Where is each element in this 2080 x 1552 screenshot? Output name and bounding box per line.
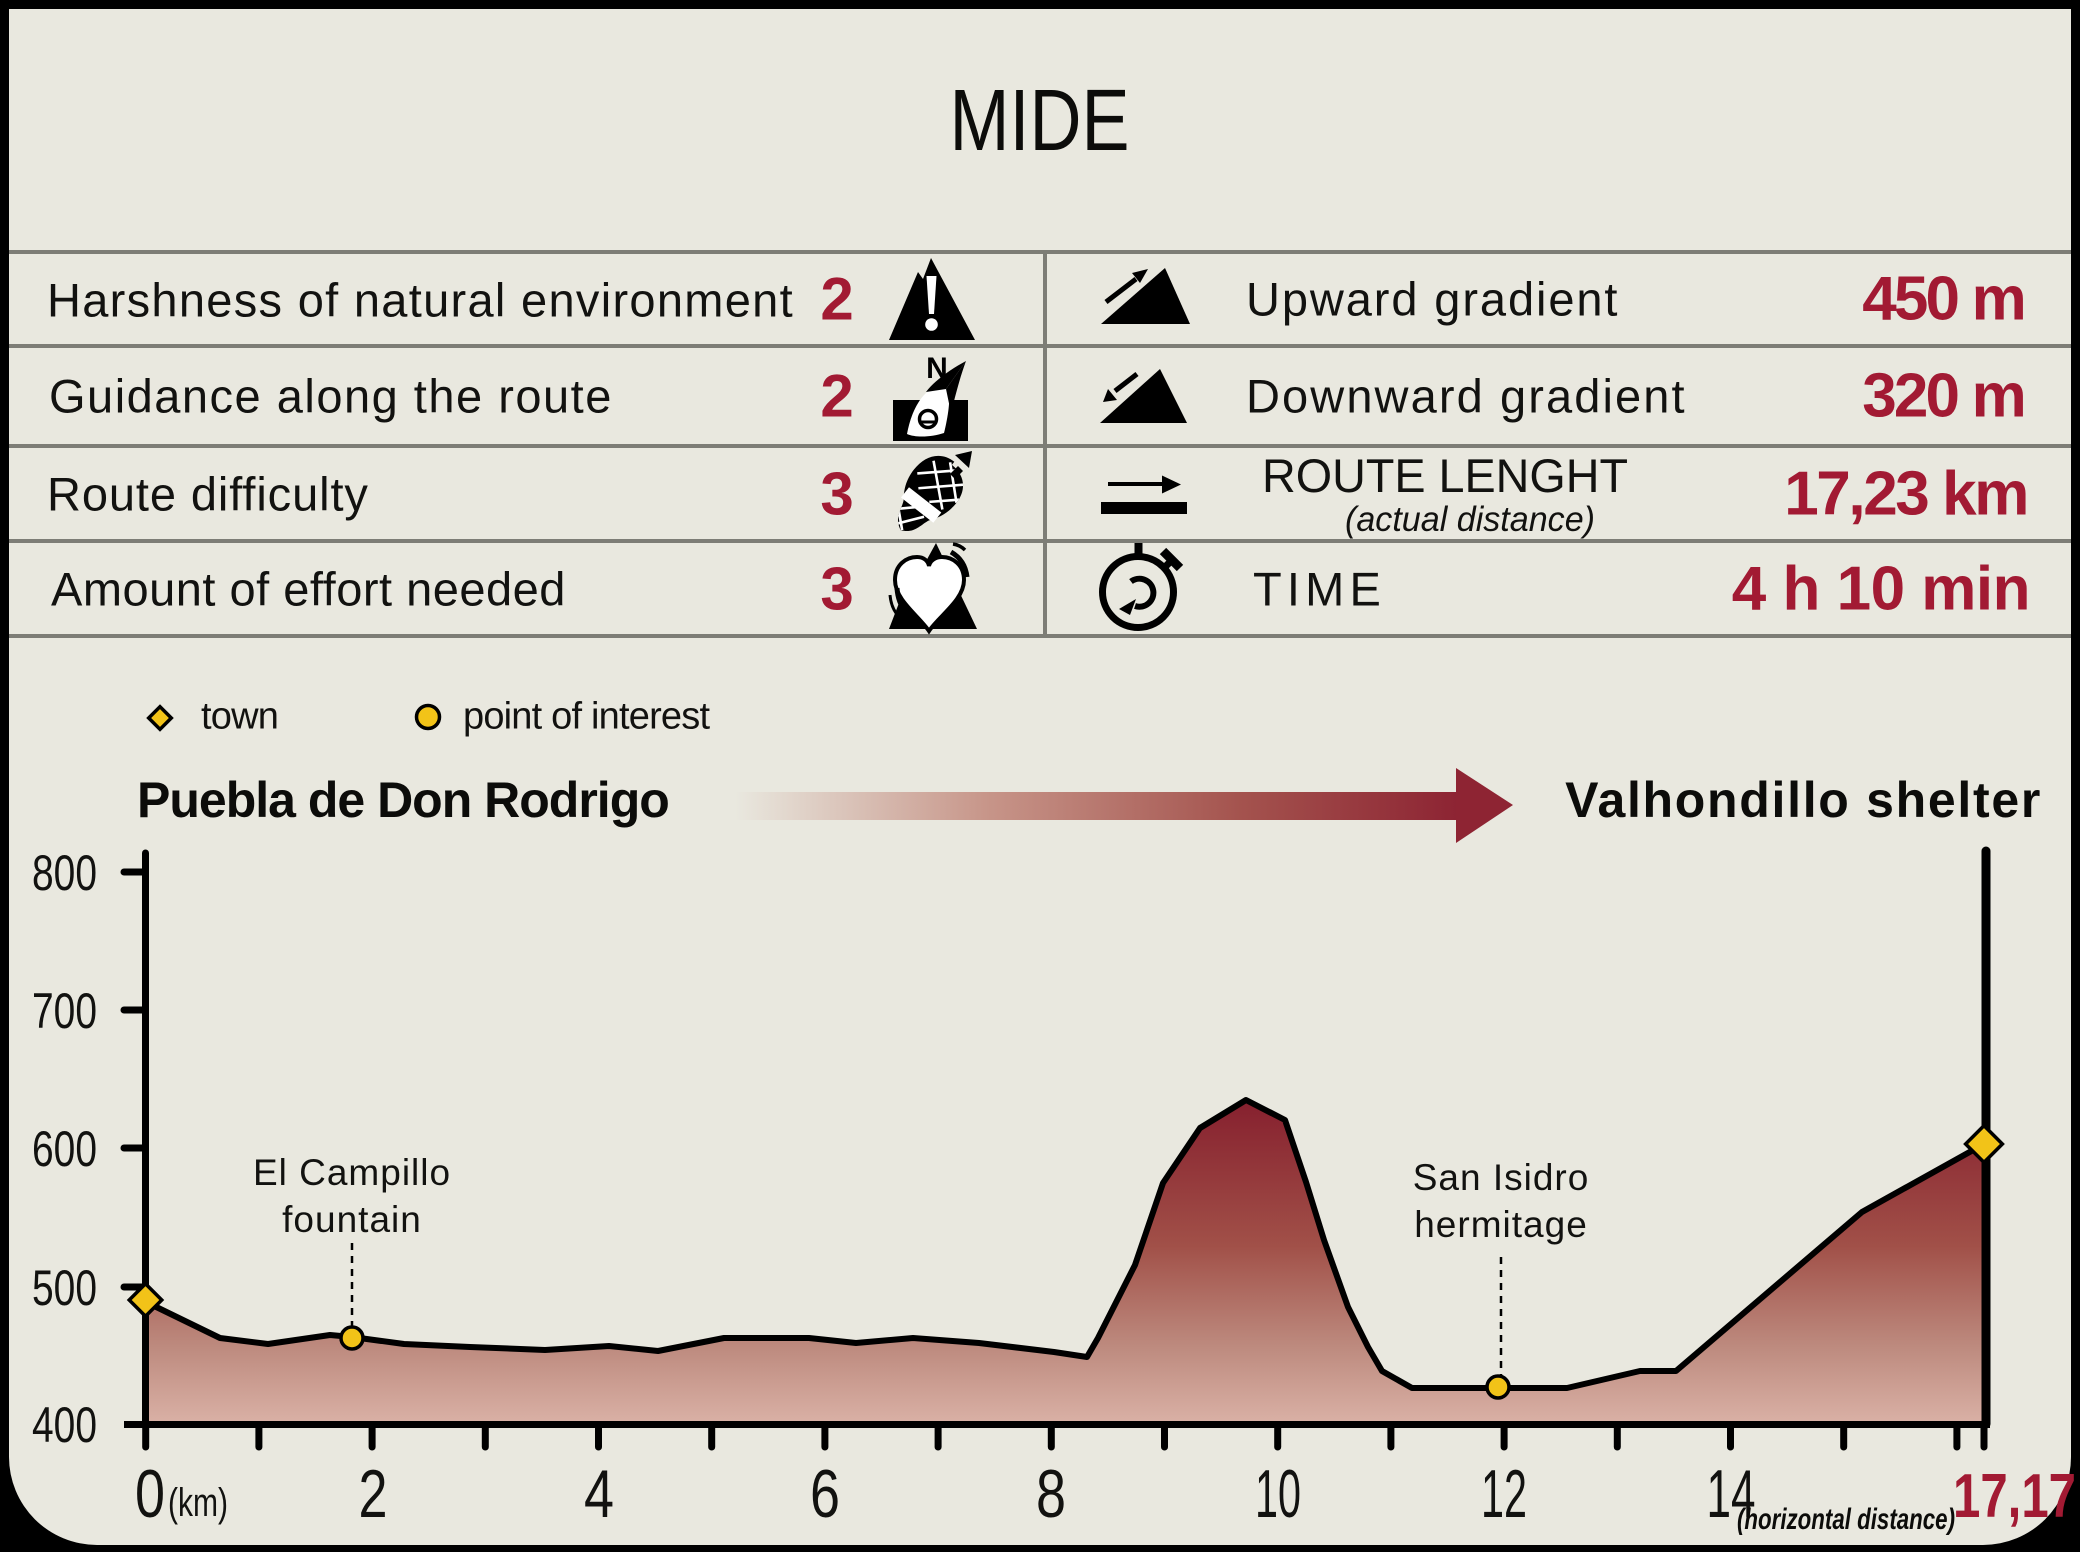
svg-text:El Campillo: El Campillo	[253, 1152, 451, 1193]
svg-text:6: 6	[810, 1456, 840, 1532]
svg-text:4: 4	[584, 1456, 614, 1532]
svg-text:600: 600	[32, 1121, 97, 1177]
svg-text:ROUTE LENGHT: ROUTE LENGHT	[1262, 449, 1628, 502]
svg-text:2: 2	[359, 1456, 388, 1532]
svg-text:17,17: 17,17	[1953, 1462, 2076, 1531]
svg-text:12: 12	[1481, 1456, 1527, 1532]
svg-text:MIDE: MIDE	[950, 72, 1130, 169]
svg-text:0: 0	[135, 1456, 165, 1532]
svg-text:(km): (km)	[168, 1481, 228, 1525]
svg-text:(horizontal distance): (horizontal distance)	[1737, 1503, 1955, 1536]
svg-text:700: 700	[32, 983, 97, 1039]
svg-text:8: 8	[1036, 1456, 1066, 1532]
svg-text:fountain: fountain	[282, 1199, 422, 1240]
svg-text:San Isidro: San Isidro	[1413, 1157, 1590, 1198]
svg-text:800: 800	[32, 845, 97, 901]
svg-text:(actual distance): (actual distance)	[1345, 500, 1595, 539]
svg-text:hermitage: hermitage	[1414, 1204, 1588, 1245]
svg-text:10: 10	[1255, 1456, 1301, 1532]
svg-text:14: 14	[1707, 1456, 1756, 1532]
svg-text:500: 500	[32, 1260, 97, 1316]
svg-text:400: 400	[32, 1397, 97, 1453]
